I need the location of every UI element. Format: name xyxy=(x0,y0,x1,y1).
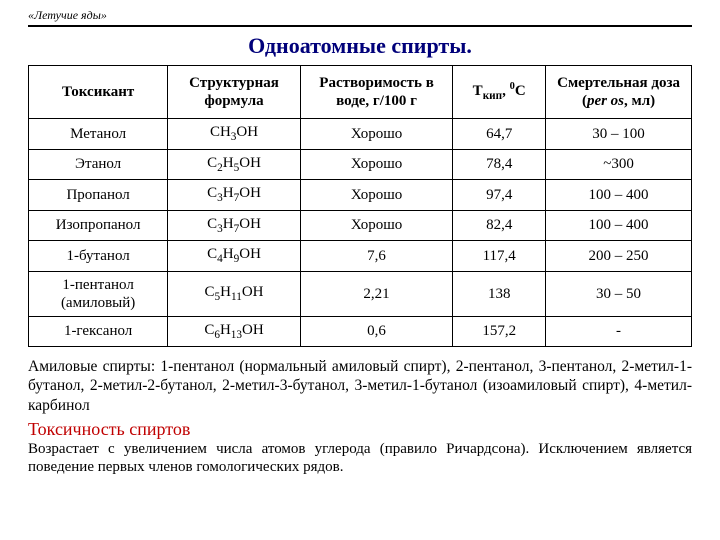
col-dose: Смертельная доза (per os, мл) xyxy=(546,66,692,119)
cell-solubility: 7,6 xyxy=(300,241,452,272)
cell-name: 1-пентанол (амиловый) xyxy=(29,271,168,316)
cell-formula: C6H13OH xyxy=(168,316,301,347)
col-solubility: Растворимость в воде, г/100 г xyxy=(300,66,452,119)
cell-solubility: Хорошо xyxy=(300,149,452,180)
cell-formula: C3H7OH xyxy=(168,180,301,211)
cell-name: 1-гексанол xyxy=(29,316,168,347)
cell-solubility: Хорошо xyxy=(300,210,452,241)
col-toxicant: Токсикант xyxy=(29,66,168,119)
table-row: 1-бутанолC4H9OH7,6117,4200 – 250 xyxy=(29,241,692,272)
table-header-row: Токсикант Структурная формула Растворимо… xyxy=(29,66,692,119)
table-row: 1-пентанол (амиловый)C5H11OH2,2113830 – … xyxy=(29,271,692,316)
cell-dose: - xyxy=(546,316,692,347)
cell-tboil: 157,2 xyxy=(453,316,546,347)
cell-name: Метанол xyxy=(29,119,168,150)
header-tag: «Летучие яды» xyxy=(28,8,692,23)
table-row: ЭтанолC2H5OHХорошо78,4~300 xyxy=(29,149,692,180)
col-dose-italic: per os xyxy=(587,93,624,109)
cell-dose: 30 – 100 xyxy=(546,119,692,150)
col-formula: Структурная формула xyxy=(168,66,301,119)
cell-dose: ~300 xyxy=(546,149,692,180)
cell-tboil: 138 xyxy=(453,271,546,316)
table-row: ИзопропанолC3H7OHХорошо82,4100 – 400 xyxy=(29,210,692,241)
cell-formula: C3H7OH xyxy=(168,210,301,241)
cell-dose: 200 – 250 xyxy=(546,241,692,272)
col-dose-end: , мл) xyxy=(624,93,655,109)
table-row: 1-гексанолC6H13OH0,6157,2- xyxy=(29,316,692,347)
cell-tboil: 82,4 xyxy=(453,210,546,241)
cell-dose: 100 – 400 xyxy=(546,210,692,241)
page-title: Одноатомные спирты. xyxy=(28,33,692,59)
cell-name: 1-бутанол xyxy=(29,241,168,272)
divider xyxy=(28,25,692,27)
cell-formula: C2H5OH xyxy=(168,149,301,180)
cell-tboil: 97,4 xyxy=(453,180,546,211)
cell-solubility: Хорошо xyxy=(300,119,452,150)
cell-tboil: 64,7 xyxy=(453,119,546,150)
table-row: ПропанолC3H7OHХорошо97,4100 – 400 xyxy=(29,180,692,211)
cell-formula: C5H11OH xyxy=(168,271,301,316)
cell-solubility: Хорошо xyxy=(300,180,452,211)
alcohols-table: Токсикант Структурная формула Растворимо… xyxy=(28,65,692,347)
cell-formula: CH3OH xyxy=(168,119,301,150)
col-boiling: Ткип, 0С xyxy=(453,66,546,119)
cell-tboil: 78,4 xyxy=(453,149,546,180)
cell-name: Пропанол xyxy=(29,180,168,211)
cell-tboil: 117,4 xyxy=(453,241,546,272)
cell-name: Изопропанол xyxy=(29,210,168,241)
table-row: МетанолCH3OHХорошо64,730 – 100 xyxy=(29,119,692,150)
cell-solubility: 2,21 xyxy=(300,271,452,316)
cell-name: Этанол xyxy=(29,149,168,180)
cell-dose: 100 – 400 xyxy=(546,180,692,211)
amyl-paragraph: Амиловые спирты: 1-пентанол (нормальный … xyxy=(28,357,692,415)
toxicity-subhead: Токсичность спиртов xyxy=(28,419,692,440)
cell-dose: 30 – 50 xyxy=(546,271,692,316)
toxicity-paragraph: Возрастает с увеличением числа атомов уг… xyxy=(28,440,692,476)
cell-solubility: 0,6 xyxy=(300,316,452,347)
cell-formula: C4H9OH xyxy=(168,241,301,272)
